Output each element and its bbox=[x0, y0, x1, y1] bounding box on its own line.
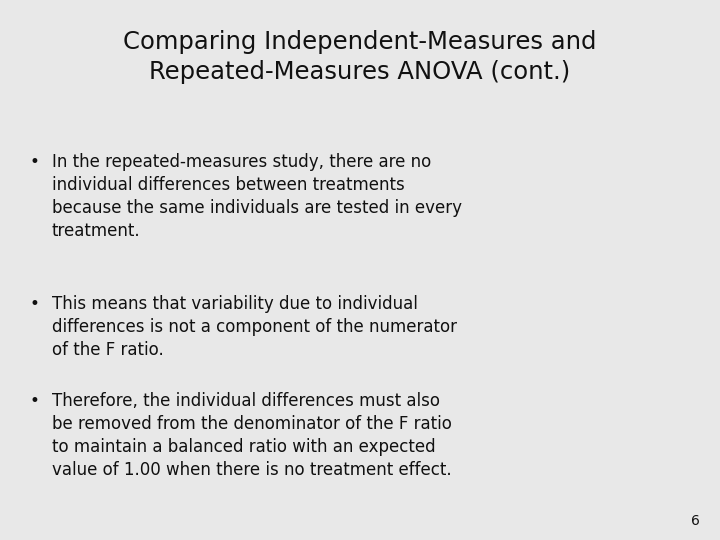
Text: 6: 6 bbox=[691, 514, 700, 528]
Text: This means that variability due to individual
differences is not a component of : This means that variability due to indiv… bbox=[52, 295, 457, 359]
Text: Comparing Independent-Measures and
Repeated-Measures ANOVA (cont.): Comparing Independent-Measures and Repea… bbox=[123, 30, 597, 84]
Text: •: • bbox=[30, 392, 40, 410]
Text: •: • bbox=[30, 153, 40, 171]
Text: Therefore, the individual differences must also
be removed from the denominator : Therefore, the individual differences mu… bbox=[52, 392, 452, 478]
Text: In the repeated-measures study, there are no
individual differences between trea: In the repeated-measures study, there ar… bbox=[52, 153, 462, 240]
Text: •: • bbox=[30, 295, 40, 313]
